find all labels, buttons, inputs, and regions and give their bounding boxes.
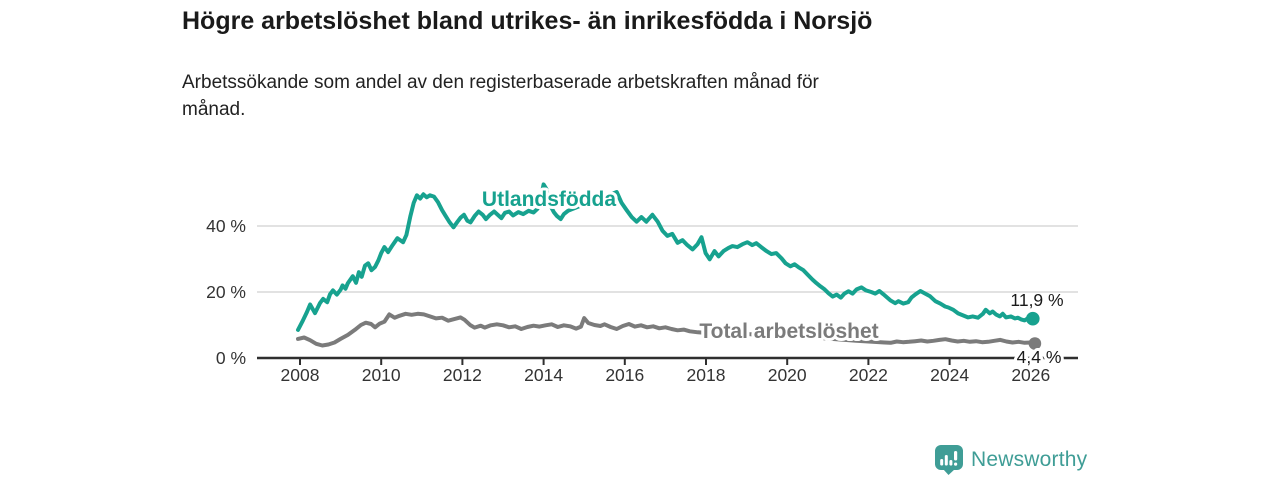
end-dot-utlandsfodda [1026,311,1040,326]
x-tick-label: 2014 [524,365,563,385]
x-tick-label: 2024 [930,365,969,385]
chart-subtitle-line-1: Arbetssökande som andel av den registerb… [182,72,819,93]
x-tick-label: 2012 [443,365,482,385]
x-tick-label: 2018 [687,365,726,385]
series-line-utlandsfodda [296,182,1035,332]
x-tick-label: 2026 [1011,365,1050,385]
newsworthy-brand[interactable]: Newsworthy [935,445,1087,475]
y-tick-label: 40 % [206,216,246,236]
series-line-total [296,311,1037,348]
x-tick-label: 2008 [281,365,320,385]
x-tick-label: 2022 [849,365,888,385]
chart-title: Högre arbetslöshet bland utrikes- än inr… [182,7,873,35]
end-dot-total [1028,337,1042,350]
chart-subtitle-line-2: månad. [182,99,246,120]
y-tick-label: 20 % [206,282,246,302]
chart-subtitle: Arbetssökande som andel av den registerb… [182,69,819,123]
x-tick-label: 2020 [768,365,807,385]
y-tick-label: 0 % [216,348,246,368]
newsworthy-logo-icon [935,445,963,475]
x-tick-label: 2016 [605,365,644,385]
end-value-label-utlandsfodda: 11,9 % [1010,290,1063,310]
x-tick-label: 2010 [362,365,401,385]
series-label-total: Total arbetslöshet [699,320,878,343]
series-label-utlandsfodda: Utlandsfödda [482,188,616,211]
newsworthy-wordmark: Newsworthy [971,448,1088,471]
end-value-label-total: 4,4 % [1017,347,1062,367]
